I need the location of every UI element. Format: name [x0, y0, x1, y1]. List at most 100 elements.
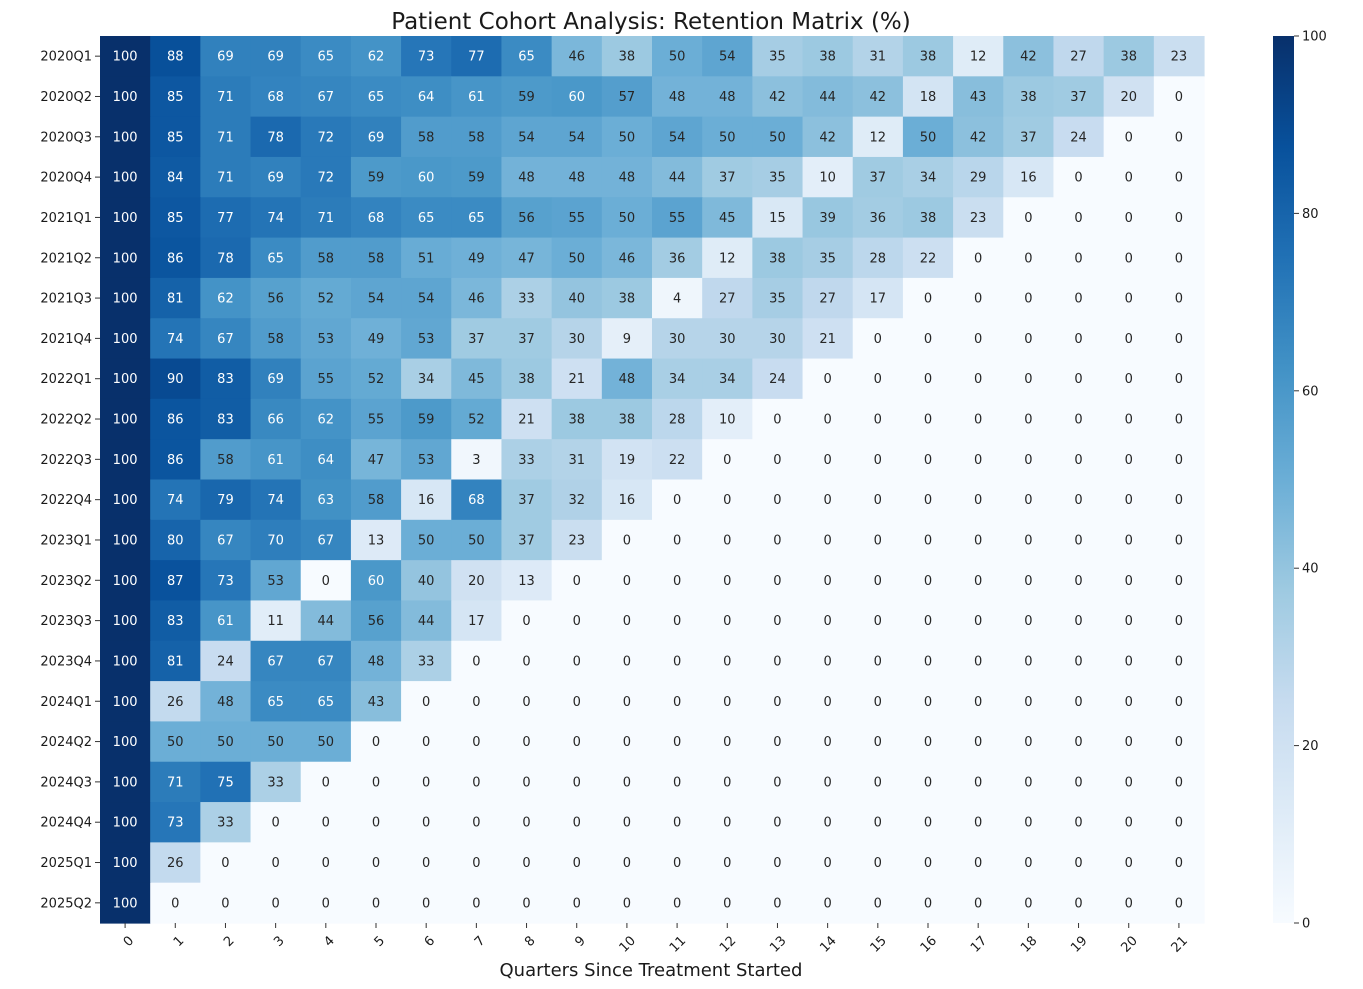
x-tick-label: 0 — [121, 933, 137, 949]
cell-value-label: 16 — [418, 493, 435, 508]
cell-value-label: 0 — [1024, 493, 1032, 508]
heatmap-cell — [1153, 842, 1205, 884]
cell-value-label: 0 — [974, 413, 982, 428]
cell-value-label: 0 — [823, 654, 831, 669]
heatmap-cell — [300, 156, 352, 198]
cell-value-label: 67 — [318, 90, 335, 105]
cell-value-label: 38 — [619, 292, 636, 307]
heatmap-cell — [852, 318, 904, 360]
heatmap-cell — [852, 681, 904, 723]
heatmap-cell — [953, 882, 1004, 924]
cell-value-label: 69 — [267, 171, 284, 186]
heatmap-cell — [501, 681, 553, 723]
cell-value-label: 34 — [920, 171, 937, 186]
heatmap-cell — [350, 761, 402, 803]
heatmap-cell — [501, 237, 553, 279]
cell-value-label: 30 — [568, 332, 585, 347]
heatmap-cell — [300, 802, 352, 843]
heatmap-cell — [401, 519, 452, 561]
heatmap-cell — [652, 761, 703, 803]
y-tick-label: 2024Q1 — [40, 695, 92, 710]
heatmap-cell — [1003, 802, 1055, 843]
heatmap-cell — [702, 197, 753, 239]
heatmap-cell — [300, 560, 352, 602]
cell-value-label: 0 — [874, 856, 882, 871]
heatmap-cell — [401, 358, 452, 400]
heatmap-cell — [953, 640, 1004, 682]
cell-value-label: 0 — [1175, 292, 1183, 307]
heatmap-cell — [100, 76, 151, 118]
cell-value-label: 62 — [318, 413, 335, 428]
cell-value-label: 0 — [974, 372, 982, 387]
heatmap-cell — [551, 277, 603, 319]
cell-value-label: 0 — [1074, 654, 1082, 669]
cell-value-label: 54 — [568, 130, 585, 145]
heatmap-cell — [652, 439, 703, 481]
heatmap-cell — [1153, 882, 1205, 924]
heatmap-cell — [852, 802, 904, 843]
cell-value-label: 48 — [619, 372, 636, 387]
cell-value-label: 0 — [1175, 413, 1183, 428]
cell-value-label: 61 — [217, 614, 234, 629]
heatmap-cell — [200, 761, 252, 803]
cell-value-label: 0 — [773, 453, 781, 468]
cell-value-label: 0 — [874, 493, 882, 508]
heatmap-cell — [802, 237, 854, 279]
heatmap-cell — [1103, 519, 1155, 561]
cell-value-label: 46 — [468, 292, 485, 307]
cell-value-label: 0 — [974, 816, 982, 831]
cell-value-label: 0 — [723, 574, 731, 589]
x-tick-label: 3 — [271, 933, 287, 949]
cell-value-label: 48 — [217, 695, 234, 710]
heatmap-cell — [752, 36, 804, 77]
heatmap-cell — [601, 721, 653, 763]
colorbar-tick-label: 80 — [1302, 207, 1319, 222]
heatmap-cell — [100, 842, 151, 884]
cell-value-label: 0 — [1024, 775, 1032, 790]
cell-value-label: 23 — [1171, 50, 1188, 65]
y-tick-label: 2021Q4 — [40, 332, 92, 347]
heatmap-cell — [501, 197, 553, 239]
heatmap-cell — [401, 560, 452, 602]
cell-value-label: 21 — [568, 372, 585, 387]
heatmap-cell — [1153, 560, 1205, 602]
heatmap-cell — [100, 318, 151, 360]
heatmap-cell — [652, 116, 703, 158]
heatmap-cell — [1053, 681, 1105, 723]
heatmap-cell — [350, 721, 402, 763]
heatmap-cell — [250, 842, 302, 884]
heatmap-cell — [601, 681, 653, 723]
heatmap-cell — [1153, 681, 1205, 723]
heatmap-cell — [451, 721, 503, 763]
cell-value-label: 65 — [267, 695, 284, 710]
heatmap-cell — [451, 560, 503, 602]
cell-value-label: 0 — [1125, 413, 1133, 428]
heatmap-cell — [300, 519, 352, 561]
cell-value-label: 0 — [1175, 775, 1183, 790]
cell-value-label: 0 — [974, 614, 982, 629]
cell-value-label: 53 — [418, 332, 435, 347]
heatmap-cell — [501, 479, 553, 521]
heatmap-cell — [401, 761, 452, 803]
cell-value-label: 0 — [874, 614, 882, 629]
cell-value-label: 38 — [769, 251, 786, 266]
heatmap-cell — [250, 277, 302, 319]
cell-value-label: 0 — [1125, 493, 1133, 508]
cell-value-label: 71 — [318, 211, 335, 226]
cell-value-label: 0 — [823, 493, 831, 508]
heatmap-cell — [902, 560, 954, 602]
cell-value-label: 0 — [573, 735, 581, 750]
cell-value-label: 0 — [522, 856, 530, 871]
cell-value-label: 60 — [368, 574, 385, 589]
cell-value-label: 0 — [422, 816, 430, 831]
heatmap-cell — [250, 519, 302, 561]
heatmap-cell — [702, 681, 753, 723]
cell-value-label: 34 — [719, 372, 736, 387]
cell-value-label: 0 — [623, 775, 631, 790]
cell-value-label: 31 — [870, 50, 887, 65]
x-tick-label: 13 — [767, 933, 789, 955]
cell-value-label: 0 — [1125, 775, 1133, 790]
heatmap-cell — [1103, 358, 1155, 400]
cell-value-label: 0 — [823, 856, 831, 871]
cell-value-label: 0 — [823, 614, 831, 629]
